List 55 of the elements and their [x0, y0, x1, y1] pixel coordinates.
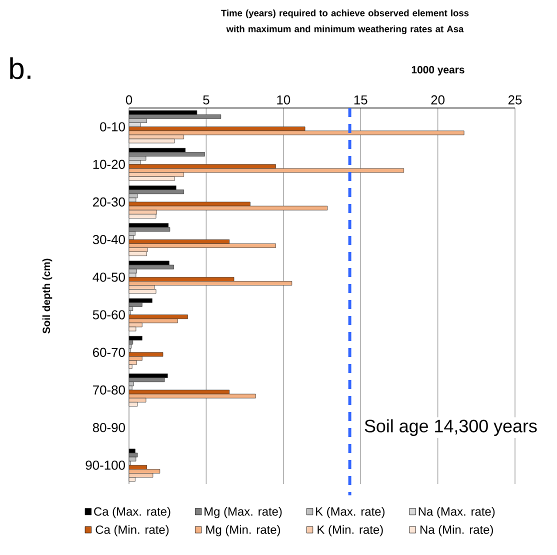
bar — [128, 352, 164, 357]
bar — [128, 227, 170, 232]
x-tick-label: 20 — [431, 95, 445, 104]
x-tick-label: 15 — [354, 95, 368, 104]
bar — [128, 448, 136, 454]
x-tick-label: 5 — [203, 95, 210, 104]
y-tick-label: 10-20 — [93, 160, 125, 169]
legend-label: Ca (Max. rate) — [94, 506, 170, 518]
y-tick-label: 50-60 — [92, 310, 125, 320]
bar — [128, 243, 276, 248]
bar — [128, 289, 156, 294]
y-tick-label: 60-70 — [93, 348, 125, 357]
bar — [128, 456, 136, 462]
text: b. — [10, 57, 30, 80]
x-tick-label: 0 — [126, 95, 132, 104]
bar — [128, 452, 138, 458]
bar — [128, 190, 184, 194]
y-tick-label: 90-100 — [86, 460, 125, 470]
bar — [128, 252, 147, 256]
bar — [128, 469, 160, 474]
bar — [128, 374, 168, 378]
chart-title: Time (years) required to achieve observed element loss with maximum and minimum weathering rates at Asa — [221, 10, 469, 34]
legend-label: Ca (Min. rate) — [96, 525, 169, 536]
legend-label: Mg (Max. rate) — [204, 506, 282, 518]
bar — [128, 206, 328, 210]
bar — [128, 114, 222, 119]
x-tick-label: 25 — [508, 95, 522, 104]
y-tick-label: 0-10 — [100, 122, 125, 132]
x-tick-label: 10 — [277, 95, 290, 104]
bar — [128, 152, 205, 156]
bar — [128, 394, 256, 398]
y-tick-label: 80-90 — [92, 423, 125, 432]
legend-label: Na (Min. rate) — [420, 525, 493, 536]
y-tick-label: 70-80 — [93, 385, 125, 395]
y-tick-label: 40-50 — [92, 272, 125, 282]
bar — [128, 281, 292, 286]
y-axis-title: Soil depth (cm) — [42, 258, 52, 334]
bar — [128, 336, 142, 340]
legend-label: K (Min. rate) — [318, 525, 383, 536]
y-tick-label: 20-30 — [93, 197, 125, 207]
legend-label: K (Max. rate) — [316, 506, 385, 518]
ref-line-label: Soil age 14,300 years — [364, 419, 537, 436]
bar — [128, 298, 152, 303]
bar — [128, 344, 132, 349]
bar — [128, 130, 464, 136]
bar — [128, 378, 165, 382]
bar — [128, 223, 169, 228]
bar — [128, 168, 404, 173]
x-axis-title: 1000 years — [412, 66, 464, 76]
bar — [128, 214, 156, 218]
legend-label: Na (Max. rate) — [418, 506, 495, 518]
legend-label: Mg (Min. rate) — [206, 525, 280, 536]
bar — [128, 264, 174, 270]
y-tick-label: 30-40 — [92, 235, 125, 244]
bar — [128, 314, 188, 320]
